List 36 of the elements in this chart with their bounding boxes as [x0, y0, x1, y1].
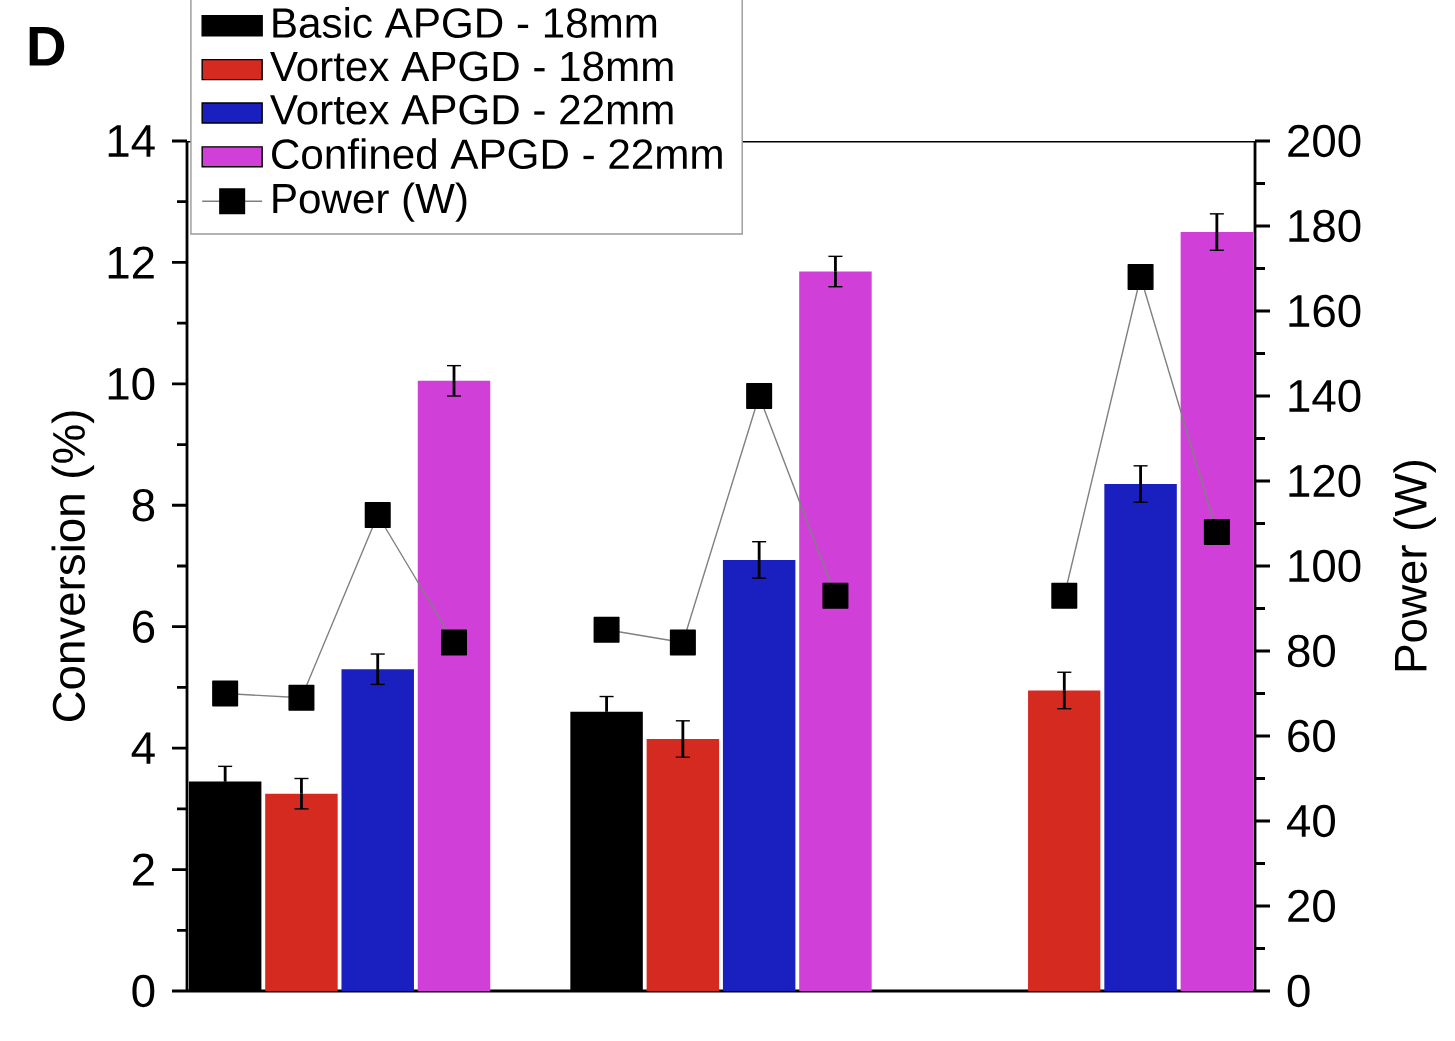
- bar: [1104, 484, 1177, 991]
- y2-tick-label: 200: [1288, 124, 1361, 158]
- bar: [1028, 690, 1101, 991]
- y-tick-label: 14: [108, 125, 155, 157]
- bar: [799, 271, 872, 991]
- y-tick-label: 2: [132, 853, 154, 886]
- y2-tick-label: 60: [1288, 719, 1335, 753]
- y-tick-label: 6: [132, 610, 155, 643]
- legend-label: Confined APGD - 22mm: [272, 138, 722, 170]
- bar: [265, 793, 338, 991]
- legend-label: Power (W): [273, 182, 467, 222]
- y2-tick-label: 0: [1287, 974, 1310, 1008]
- legend-label: Vortex APGD - 22mm: [270, 94, 673, 125]
- legend-label: Basic APGD - 18mm: [273, 7, 657, 38]
- y2-tick-label: 80: [1287, 634, 1335, 668]
- bar: [417, 380, 491, 991]
- y2-tick-label: 120: [1289, 464, 1361, 498]
- y-axis-title: Conversion (%): [51, 411, 95, 722]
- bar: [1180, 232, 1254, 991]
- y2-axis-title: Power (W): [1393, 460, 1436, 671]
- legend-label: Vortex APGD - 18mm: [270, 51, 673, 82]
- y2-tick-label: 160: [1289, 294, 1361, 328]
- bar: [722, 559, 796, 991]
- bar: [341, 669, 414, 991]
- y2-tick-label: 100: [1289, 549, 1361, 583]
- bar: [646, 739, 720, 991]
- y2-tick-label: 180: [1289, 209, 1361, 243]
- y-tick-label: 8: [132, 489, 155, 522]
- y-tick-label: 12: [108, 246, 154, 279]
- y2-tick-label: 140: [1289, 379, 1361, 413]
- y-tick-label: 4: [131, 732, 155, 764]
- y-tick-label: 10: [108, 367, 155, 401]
- y-tick-label: 0: [132, 974, 155, 1008]
- y2-tick-label: 40: [1286, 804, 1335, 838]
- text: D: [29, 26, 65, 66]
- y2-tick-label: 20: [1288, 889, 1335, 923]
